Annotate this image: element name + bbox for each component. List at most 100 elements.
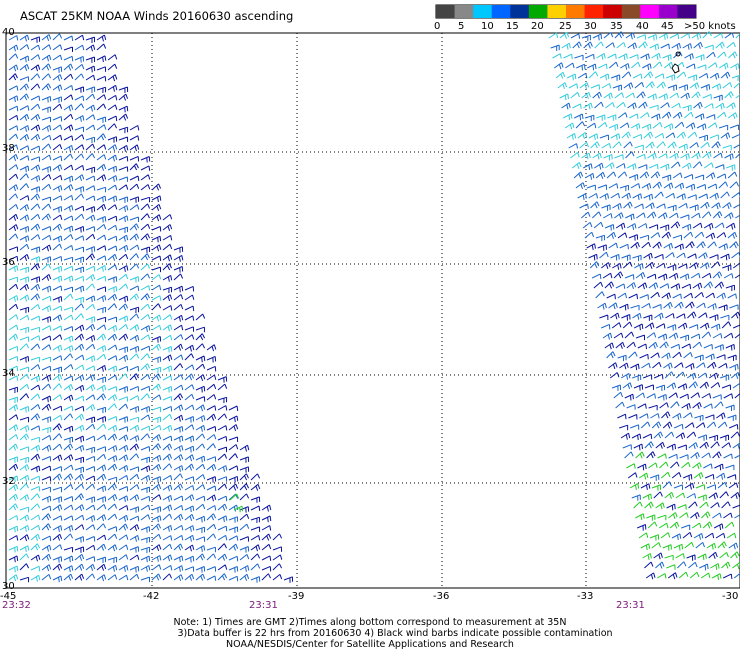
wind-barb <box>250 544 261 552</box>
wind-barb <box>151 544 162 552</box>
wind-barb <box>96 316 107 323</box>
wind-barb <box>195 545 206 552</box>
wind-barb <box>704 473 715 480</box>
wind-barb <box>206 426 217 432</box>
wind-barb <box>643 131 654 139</box>
wind-barb <box>655 502 665 510</box>
wind-barb <box>74 546 85 553</box>
wind-barb <box>151 373 162 381</box>
wind-barb <box>129 253 139 261</box>
legend-swatch <box>658 5 678 18</box>
wind-barb <box>74 573 85 581</box>
wind-barb <box>118 196 129 203</box>
wind-barb <box>650 352 660 359</box>
wind-barb <box>8 493 19 501</box>
wind-barb <box>19 406 30 413</box>
wind-barb <box>598 63 608 70</box>
wind-barb <box>707 183 718 190</box>
wind-barb <box>107 175 118 182</box>
wind-barb <box>272 563 283 571</box>
legend-label: 20 <box>531 21 544 32</box>
pass-time: 23:31 <box>616 600 645 611</box>
wind-barb <box>627 472 638 479</box>
lon-label: -45 <box>0 591 17 602</box>
wind-barb <box>19 373 30 381</box>
wind-barb <box>570 152 580 159</box>
wind-barb <box>41 196 51 203</box>
wind-barb <box>85 274 96 281</box>
legend-swatch <box>473 5 493 18</box>
wind-barb <box>621 71 632 79</box>
wind-barb <box>217 483 228 491</box>
wind-barb <box>250 553 261 561</box>
wind-barb <box>638 41 648 49</box>
color-legend <box>435 4 697 19</box>
wind-barb <box>85 404 96 411</box>
wind-barb <box>629 113 639 119</box>
wind-barb <box>694 354 704 361</box>
wind-barb <box>96 216 107 223</box>
wind-barb <box>74 563 85 571</box>
pass-time: 23:32 <box>2 600 31 611</box>
wind-barb <box>173 384 184 391</box>
wind-barb <box>632 374 642 381</box>
wind-barb <box>625 92 635 99</box>
wind-barb <box>649 163 659 170</box>
wind-barb <box>633 323 644 331</box>
wind-barb <box>129 334 140 342</box>
wind-barb <box>614 212 624 220</box>
wind-barb <box>96 116 107 123</box>
wind-barb <box>635 451 645 459</box>
wind-barb <box>700 201 710 209</box>
wind-barb <box>8 133 19 141</box>
wind-barb <box>217 503 228 511</box>
wind-barb <box>642 433 653 440</box>
map-grid <box>6 33 740 588</box>
wind-barb <box>19 306 30 314</box>
wind-barb <box>694 231 705 239</box>
wind-barb <box>716 292 726 300</box>
wind-barb <box>647 152 657 160</box>
wind-barb <box>173 285 184 293</box>
wind-barb <box>682 532 693 539</box>
legend-label: 35 <box>610 21 623 32</box>
wind-barb <box>140 536 151 544</box>
wind-barb <box>8 246 19 252</box>
wind-barb <box>720 132 731 140</box>
wind-barb <box>702 93 712 100</box>
wind-barb <box>151 204 162 211</box>
wind-barb <box>665 192 675 199</box>
wind-barb <box>30 36 41 43</box>
wind-barb <box>603 92 613 100</box>
wind-barb <box>129 353 140 361</box>
wind-barb <box>239 483 250 491</box>
wind-barb <box>651 52 661 60</box>
wind-barb <box>642 553 652 560</box>
wind-barb <box>577 193 587 200</box>
wind-barb <box>590 141 600 149</box>
wind-barb <box>572 41 582 49</box>
wind-barb <box>118 505 129 511</box>
wind-barb <box>151 573 162 581</box>
wind-barb <box>206 546 216 553</box>
wind-barb <box>688 501 698 509</box>
wind-barb <box>655 323 666 329</box>
wind-barb <box>687 311 697 319</box>
wind-barb <box>107 195 118 203</box>
wind-barb <box>563 53 573 60</box>
wind-barb <box>96 133 107 141</box>
wind-barb <box>712 451 722 459</box>
wind-barb <box>173 354 184 361</box>
wind-barb <box>656 81 666 89</box>
wind-barb <box>195 526 206 534</box>
wind-barb <box>8 164 19 171</box>
wind-barb <box>261 573 272 581</box>
wind-barb <box>709 192 719 200</box>
wind-barb <box>63 504 74 511</box>
wind-barb <box>692 282 703 290</box>
wind-barb <box>637 223 648 229</box>
wind-barb <box>140 246 151 253</box>
wind-barb <box>693 472 704 480</box>
wind-barb <box>74 333 85 341</box>
wind-barb <box>548 32 559 39</box>
